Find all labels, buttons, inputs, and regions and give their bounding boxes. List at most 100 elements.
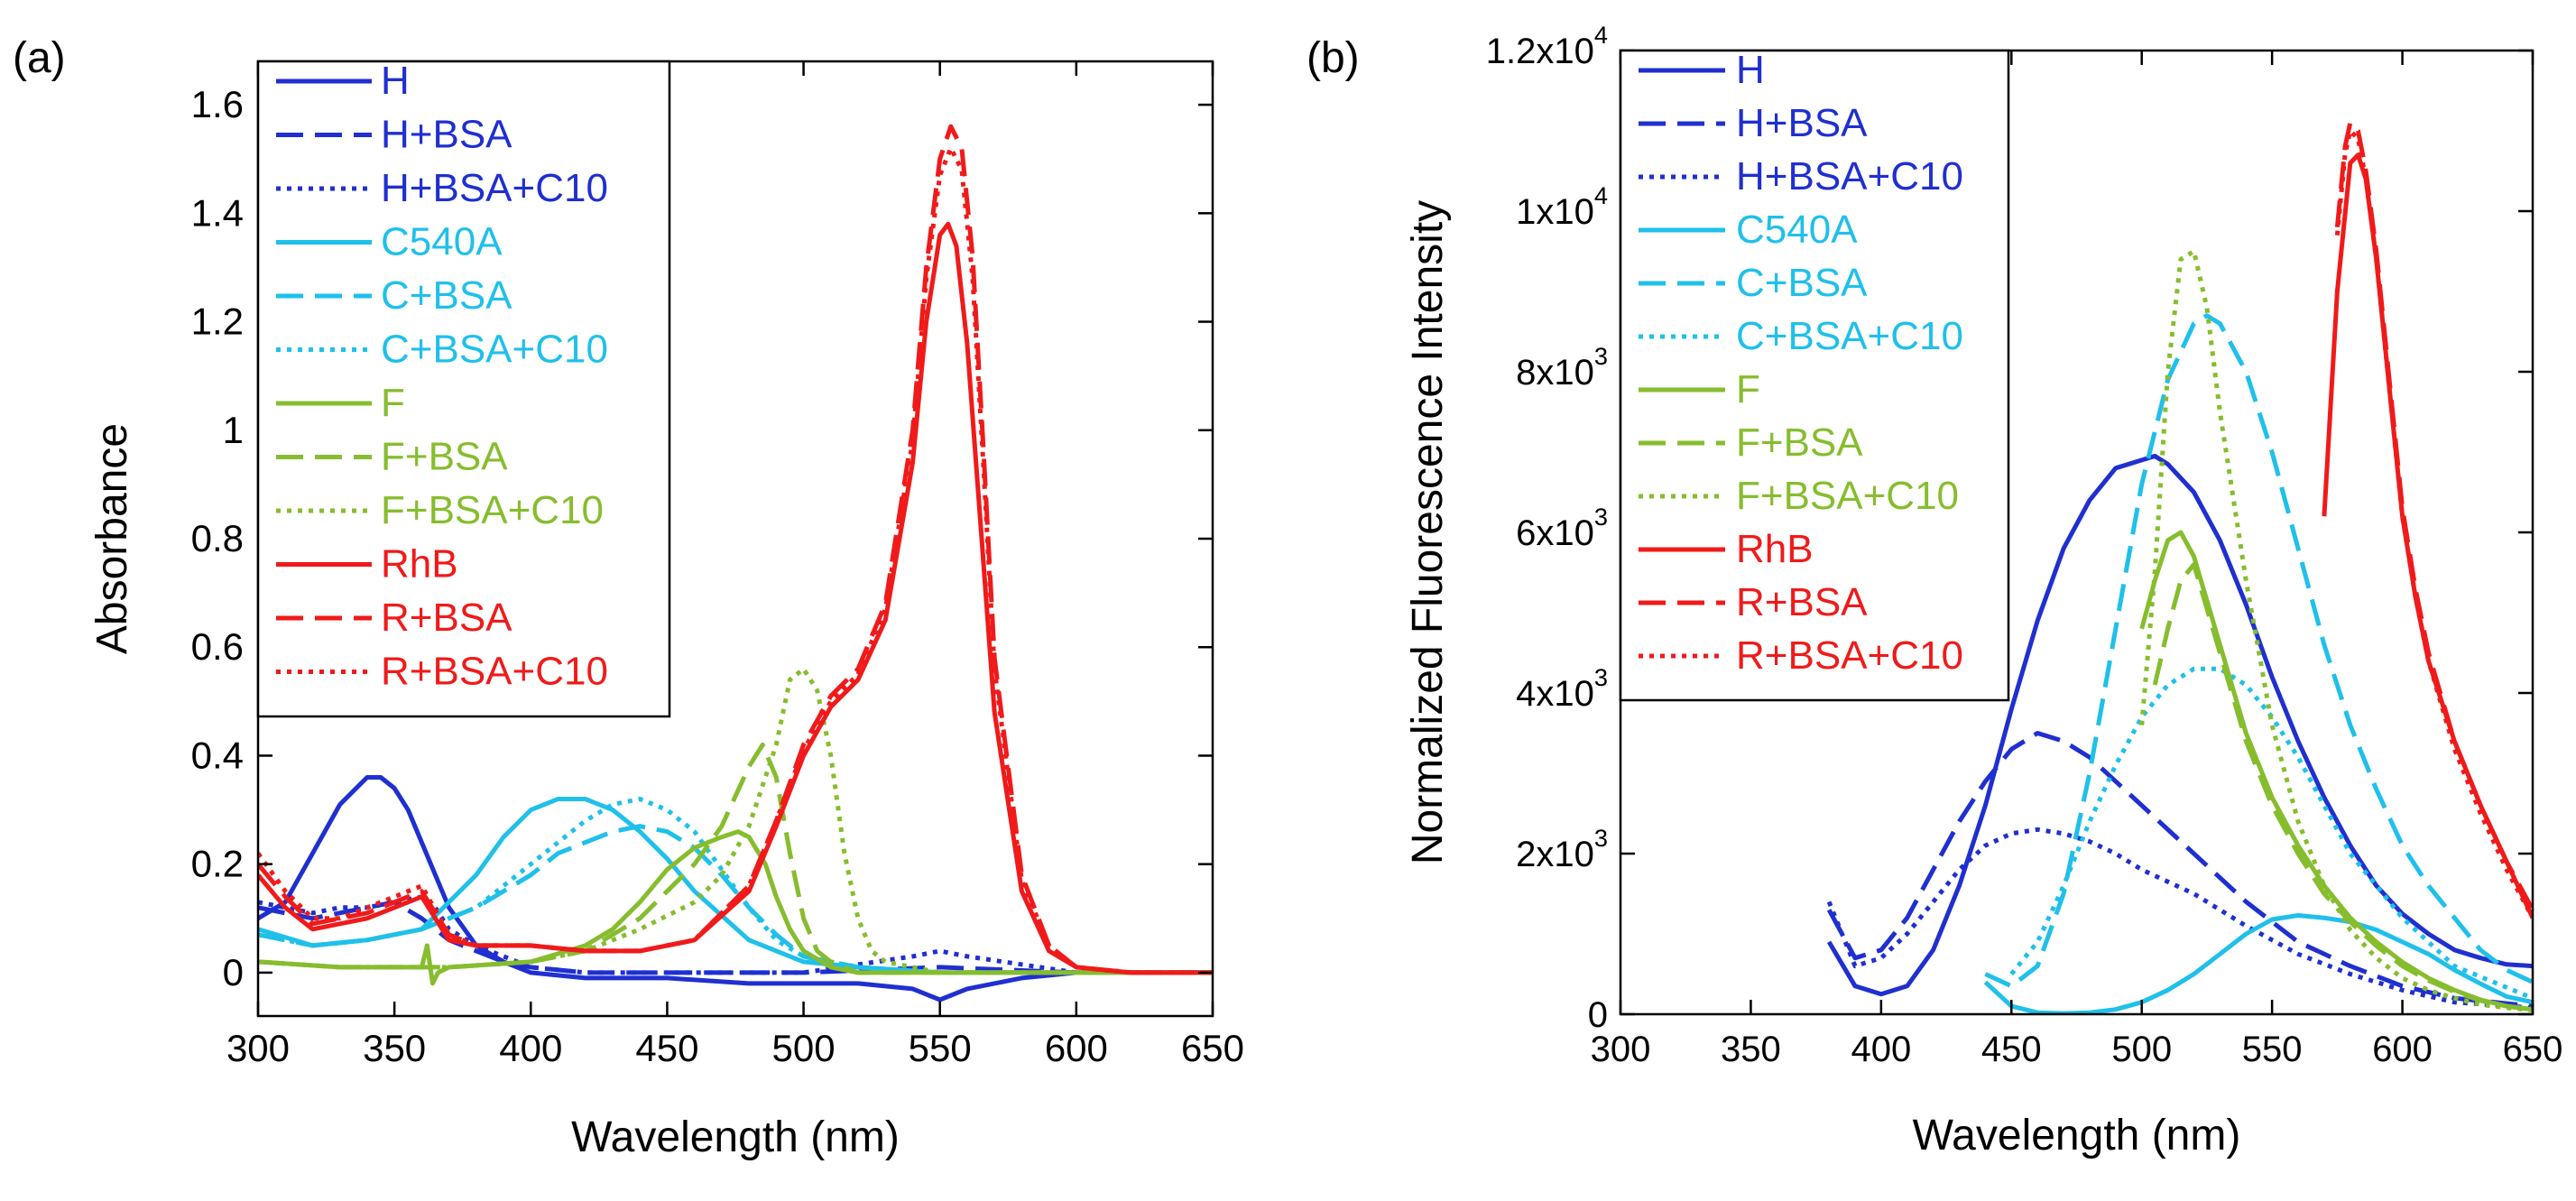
series-line-f — [2139, 530, 2533, 1012]
x-tick-label: 400 — [1851, 1030, 1911, 1069]
y-tick-label: 1 — [223, 409, 244, 451]
panel-label-a: (a) — [13, 34, 66, 82]
legend-label: F+BSA+C10 — [1736, 474, 1959, 518]
y-tick-label: 8x103 — [1516, 342, 1608, 393]
x-tick-label: 350 — [1721, 1030, 1781, 1069]
legend-label: C+BSA+C10 — [381, 328, 608, 372]
legend-label: F+BSA — [1736, 420, 1863, 465]
legend-label: F+BSA+C10 — [381, 488, 604, 532]
series-line-c540a — [1983, 913, 2533, 1014]
legend-label: H+BSA+C10 — [381, 166, 608, 210]
legend-label: R+BSA+C10 — [381, 650, 608, 694]
x-tick-label: 500 — [772, 1027, 836, 1069]
x-tick-label: 450 — [635, 1027, 698, 1069]
y-tick-label: 1.2x104 — [1486, 21, 1608, 71]
y-tick-label: 1x104 — [1516, 181, 1608, 232]
x-tick-label: 450 — [1981, 1030, 2042, 1069]
legend-label: F — [381, 381, 405, 425]
y-tick-label-exponent: 3 — [1594, 503, 1608, 531]
x-tick-label: 550 — [909, 1027, 972, 1069]
y-tick-label: 4x103 — [1516, 663, 1608, 714]
y-tick-label-exponent: 3 — [1594, 342, 1608, 370]
x-axis-label: Wavelength (nm) — [571, 1113, 900, 1161]
series-line-f — [258, 829, 1213, 986]
series-line-r-bsa-c10 — [258, 145, 1213, 975]
y-tick-label-exponent: 4 — [1594, 181, 1608, 209]
x-tick-label: 300 — [226, 1027, 290, 1069]
y-tick-label: 2x103 — [1516, 824, 1608, 874]
y-tick-label: 0.6 — [191, 625, 244, 668]
y-tick-label-base: 1.2x10 — [1486, 32, 1594, 71]
y-tick-label: 6x103 — [1516, 503, 1608, 553]
y-tick-label: 1.2 — [191, 300, 244, 343]
y-tick-label: 0.8 — [191, 517, 244, 559]
panel-a-chart: 300 350 400 450 500 550 600 650 0 0.2 0.4 0.6 0.8 1 1.… — [88, 59, 1244, 1161]
panel-b-chart: 300 350 400 450 500 550 600 65002x1034x1036x103… — [1404, 21, 2562, 1159]
series-line-h-bsa — [258, 900, 1213, 975]
legend-label: F+BSA — [381, 435, 508, 479]
panel-label-b: (b) — [1306, 34, 1360, 82]
legend-box — [1619, 49, 2010, 702]
series-line-r-bsa — [2334, 120, 2533, 911]
y-tick-label: 1.6 — [191, 83, 244, 125]
x-axis-label: Wavelength (nm) — [1913, 1112, 2241, 1159]
legend: H H+BSA H+BSA+C10 C540A C+BSA C+BSA+C10 F F+BSA… — [1619, 48, 2010, 702]
legend-label: C+BSA+C10 — [1736, 314, 1963, 358]
y-tick-label-base: 8x10 — [1516, 353, 1594, 393]
series-line-f-bsa-c10 — [2139, 249, 2533, 1012]
legend-label: R+BSA — [381, 596, 512, 640]
x-tick-label: 600 — [2372, 1030, 2433, 1069]
series-line-rhb — [2322, 152, 2533, 919]
legend-label: C540A — [381, 220, 503, 264]
y-tick-label: 0.2 — [191, 843, 244, 885]
legend-label: R+BSA — [1736, 580, 1868, 624]
legend-label: F — [1736, 367, 1760, 411]
y-tick-label: 1.4 — [191, 191, 244, 234]
y-axis-label: Normalized Fluorescence Intensity — [1404, 200, 1452, 864]
y-axis-label: Absorbance — [88, 423, 136, 654]
legend-label: C+BSA — [381, 273, 512, 318]
series-line-h-bsa-c10 — [1826, 827, 2533, 1011]
y-tick-label-base: 2x10 — [1516, 835, 1594, 874]
series-line-h — [1826, 453, 2533, 997]
legend-label: C540A — [1736, 208, 1858, 252]
legend-label: H+BSA — [1736, 101, 1868, 145]
legend-label: R+BSA+C10 — [1736, 633, 1963, 678]
y-tick-label-exponent: 3 — [1594, 824, 1608, 852]
legend-label: RhB — [381, 542, 458, 587]
x-tick-label: 650 — [1181, 1027, 1244, 1069]
legend: H H+BSA H+BSA+C10 C540A C+BSA C+BSA+C10 F F+BSA… — [256, 59, 671, 718]
series-line-c-bsa — [1984, 313, 2533, 989]
legend-label: H+BSA — [381, 113, 512, 157]
y-tick-label-exponent: 3 — [1594, 663, 1608, 691]
series-line-r-bsa — [258, 124, 1213, 975]
y-tick-label: 0.4 — [191, 734, 244, 776]
x-tick-label: 550 — [2242, 1030, 2303, 1069]
legend-label: C+BSA — [1736, 261, 1868, 305]
x-tick-label: 350 — [363, 1027, 426, 1069]
series-group — [1826, 120, 2533, 1014]
y-tick-label-base: 6x10 — [1516, 513, 1594, 553]
x-tick-label: 650 — [2503, 1030, 2563, 1069]
series-line-rhb — [258, 221, 1213, 975]
series-group — [258, 124, 1213, 1002]
y-tick-label-base: 0 — [1588, 995, 1608, 1035]
series-line-f-bsa — [258, 742, 1213, 975]
series-line-h-bsa — [1826, 731, 2533, 1009]
series-line-r-bsa-c10 — [2334, 128, 2533, 919]
x-tick-label: 500 — [2111, 1030, 2172, 1069]
x-tick-label: 400 — [499, 1027, 562, 1069]
legend-label: H — [1736, 48, 1765, 92]
y-tick-label-base: 1x10 — [1516, 192, 1594, 232]
series-line-f-bsa — [2152, 562, 2533, 1012]
y-tick-label: 0 — [223, 951, 244, 993]
series-line-c-bsa-c10 — [258, 797, 1213, 975]
x-tick-label: 600 — [1045, 1027, 1108, 1069]
series-line-h — [258, 775, 1213, 1002]
series-line-f-bsa-c10 — [258, 666, 1213, 975]
y-tick-label: 0 — [1588, 995, 1608, 1035]
legend-box — [256, 60, 671, 718]
legend-label: H+BSA+C10 — [1736, 154, 1963, 199]
y-tick-label-exponent: 4 — [1594, 21, 1608, 49]
